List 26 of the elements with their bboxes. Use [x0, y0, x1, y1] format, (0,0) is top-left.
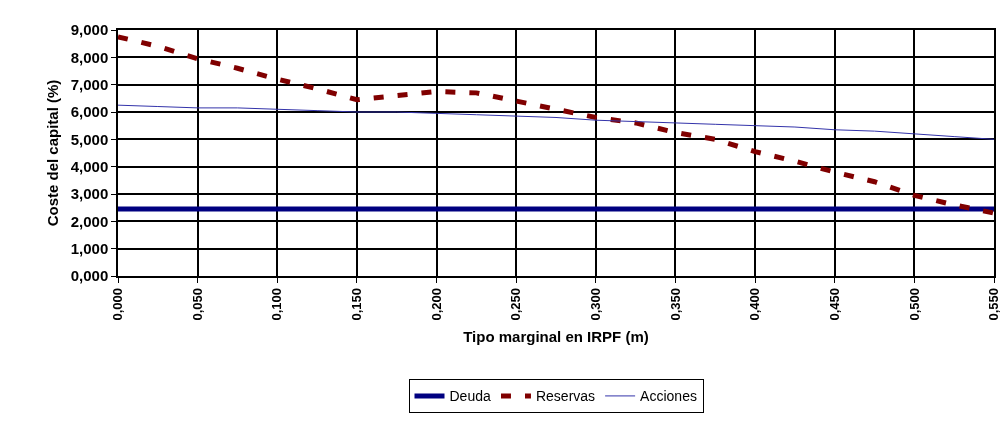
- y-tick-label: 0,000: [70, 267, 109, 285]
- y-tick-label: 6,000: [70, 103, 109, 121]
- x-axis-title: Tipo marginal en IRPF (m): [463, 328, 649, 345]
- y-tick-label: 2,000: [70, 212, 109, 230]
- y-axis-title: Coste del capital (%): [44, 79, 62, 227]
- x-tick-label: 0,050: [189, 287, 205, 321]
- y-tick-label: 5,000: [70, 130, 109, 148]
- x-tick-label: 0,250: [508, 287, 524, 321]
- x-tick-label: 0,550: [986, 287, 1002, 321]
- y-tick-label: 9,000: [70, 21, 109, 39]
- y-tick-label: 4,000: [70, 157, 109, 175]
- x-tick-label: 0,400: [747, 287, 763, 321]
- y-tick-label: 8,000: [70, 48, 109, 66]
- legend-label: Deuda: [449, 388, 491, 405]
- legend-label: Acciones: [640, 388, 697, 405]
- y-tick-label: 3,000: [70, 185, 109, 203]
- legend-label: Reservas: [535, 388, 596, 405]
- x-tick-label: 0,450: [826, 287, 842, 321]
- x-tick-label: 0,500: [906, 287, 922, 321]
- x-tick-label: 0,350: [667, 287, 683, 321]
- y-tick-label: 1,000: [70, 239, 109, 257]
- y-tick-label: 7,000: [70, 75, 109, 93]
- x-tick-label: 0,200: [428, 287, 444, 321]
- x-tick-label: 0,150: [349, 287, 365, 321]
- x-tick-label: 0,300: [588, 287, 604, 321]
- x-tick-label: 0,100: [269, 287, 285, 321]
